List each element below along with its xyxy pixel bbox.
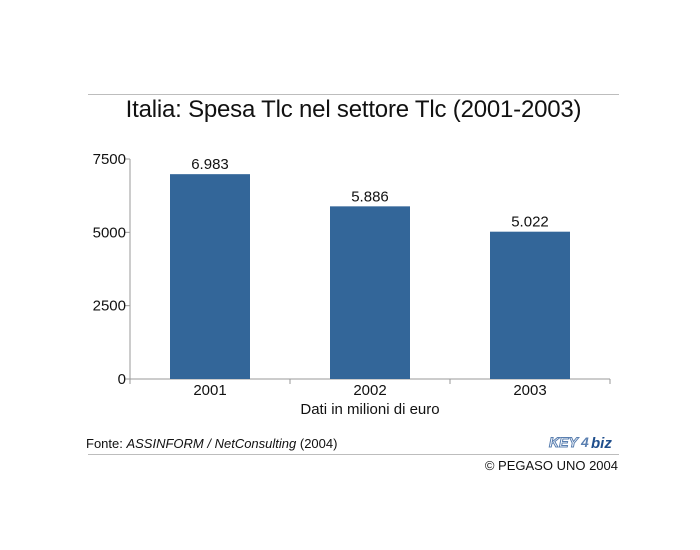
bar-2001 [170,174,250,379]
y-tick-label: 7500 [93,151,126,168]
y-tick-label: 0 [118,371,126,388]
source-year: (2004) [296,436,338,451]
data-label-2002: 5.886 [351,188,389,205]
chart-labels: 0 2500 5000 7500 6.983 2001 5.886 2002 5.022 2003 [93,151,549,399]
logo-text-4: 4 [580,434,589,450]
x-tick-label-2001: 2001 [193,382,226,399]
top-divider [88,94,619,95]
y-tick-label: 5000 [93,224,126,241]
bar-2003 [490,231,570,379]
key4biz-logo: KEY 4 biz [549,434,613,453]
data-label-2001: 6.983 [191,156,229,173]
x-axis-label: Dati in milioni di euro [300,401,440,418]
source-name: ASSINFORM / NetConsulting [126,436,297,451]
y-tick-label: 2500 [93,298,126,315]
source-prefix: Fonte: [86,436,127,451]
bottom-divider [88,454,619,455]
data-label-2003: 5.022 [511,214,549,231]
chart-bars [170,174,570,379]
x-tick-label-2003: 2003 [513,382,546,399]
logo-text-key: KEY [549,434,579,450]
x-tick-label-2002: 2002 [353,382,386,399]
chart-title: Italia: Spesa Tlc nel settore Tlc (2001-… [125,96,582,123]
logo-text-biz: biz [591,435,612,452]
source-note: Fonte: ASSINFORM / NetConsulting (2004) [86,436,337,451]
copyright-note: © PEGASO UNO 2004 [484,458,618,473]
bar-2002 [330,206,410,379]
